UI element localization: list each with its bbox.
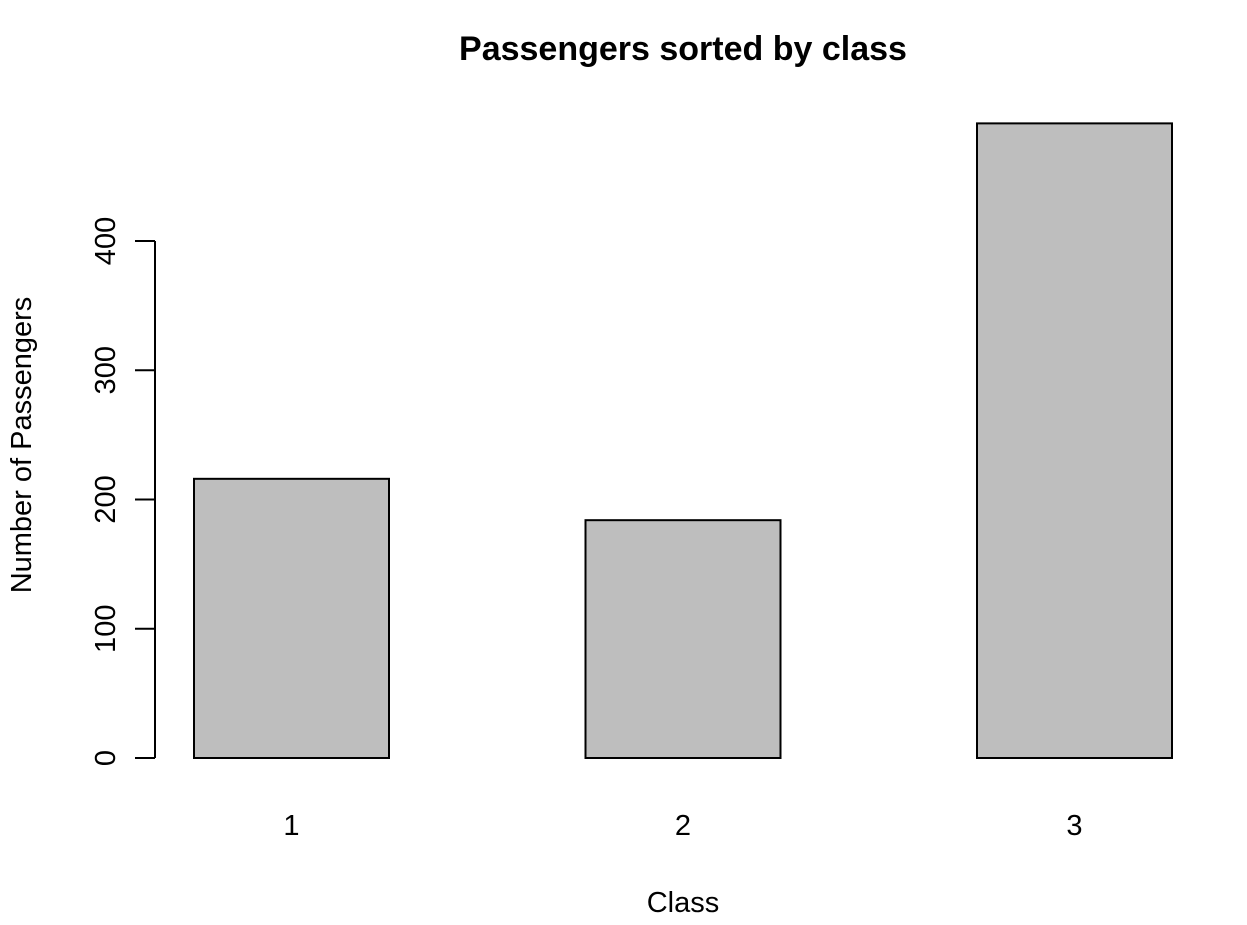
y-tick-label: 100 bbox=[90, 605, 122, 653]
bar-class-2 bbox=[584, 519, 782, 759]
y-tick-label: 300 bbox=[90, 346, 122, 394]
y-axis-label: Number of Passengers bbox=[6, 297, 38, 594]
y-tick-label: 200 bbox=[90, 475, 122, 523]
x-axis-ticks: 1 2 3 bbox=[283, 810, 1082, 842]
x-axis-label: Class bbox=[647, 887, 720, 919]
x-tick-label: 3 bbox=[1066, 810, 1082, 842]
x-tick-label: 1 bbox=[283, 810, 299, 842]
y-tick-label: 0 bbox=[90, 750, 122, 766]
bars bbox=[193, 122, 1173, 759]
bar-class-1 bbox=[193, 477, 390, 759]
chart-title: Passengers sorted by class bbox=[459, 30, 907, 68]
y-axis: 0 100 200 300 400 bbox=[90, 217, 156, 766]
y-tick-label: 400 bbox=[90, 217, 122, 265]
bar-class-3 bbox=[976, 122, 1173, 759]
x-tick-label: 2 bbox=[675, 810, 691, 842]
